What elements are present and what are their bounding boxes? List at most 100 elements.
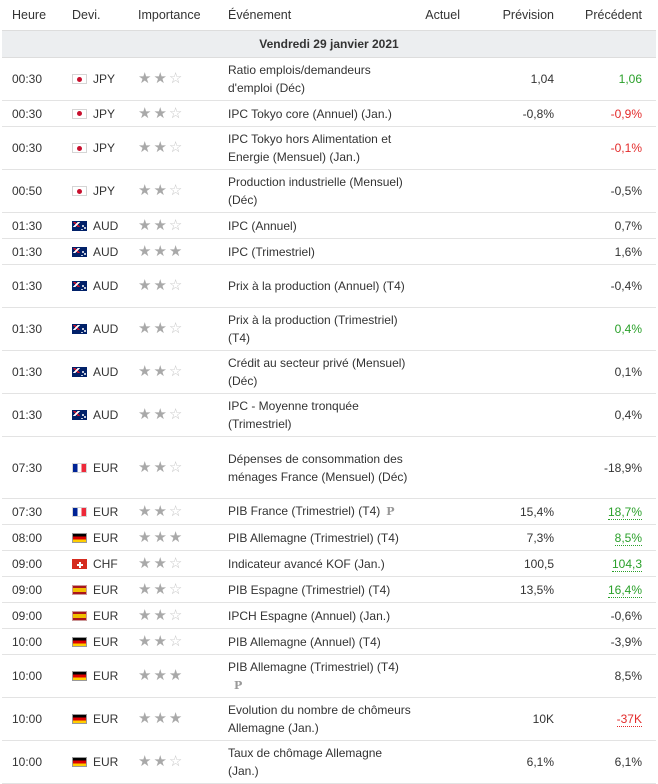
event-row[interactable]: 10:00 EUR ★★☆ PIB Allemagne (Annuel) (T4) -3… <box>2 628 656 655</box>
event-name[interactable]: IPC - Moyenne tronquée (Trimestriel) <box>228 399 359 431</box>
event-name-cell[interactable]: IPCH Espagne (Annuel) (Jan.) <box>224 602 420 629</box>
event-row[interactable]: 07:30 EUR ★★☆ PIB France (Trimestriel) (T4)… <box>2 498 656 525</box>
event-name-cell[interactable]: Crédit au secteur privé (Mensuel) (Déc) <box>224 350 420 394</box>
event-name[interactable]: IPC Tokyo core (Annuel) (Jan.) <box>228 106 392 121</box>
event-row[interactable]: 01:30 AUD ★★★ IPC (Trimestriel) 1,6% <box>2 238 656 265</box>
event-name-cell[interactable]: Evolution du nombre de chômeurs Allemagn… <box>224 697 420 741</box>
event-name[interactable]: Prix à la production (Trimestriel) (T4) <box>228 313 398 345</box>
col-devise[interactable]: Devi. <box>68 0 134 31</box>
event-name[interactable]: PIB Espagne (Trimestriel) (T4) <box>228 582 391 597</box>
event-name-cell[interactable]: PIB Espagne (Trimestriel) (T4) <box>224 576 420 603</box>
event-row[interactable]: 00:30 JPY ★★☆ IPC Tokyo core (Annuel) (Jan.… <box>2 100 656 127</box>
event-previous[interactable]: -37K <box>616 712 642 727</box>
event-name-cell[interactable]: PIB Allemagne (Trimestriel) (T4) <box>224 524 420 551</box>
star-filled-icon: ★ <box>138 632 154 650</box>
event-importance: ★★☆ <box>134 436 224 499</box>
event-previous[interactable]: 8,5% <box>614 530 642 546</box>
event-name[interactable]: IPC (Trimestriel) <box>228 244 315 259</box>
event-name[interactable]: Ratio emplois/demandeurs d'emploi (Déc) <box>228 63 371 95</box>
event-name[interactable]: Dépenses de consommation des ménages Fra… <box>228 451 408 484</box>
event-row[interactable]: 01:30 AUD ★★☆ Prix à la production (Trimest… <box>2 307 656 351</box>
event-row[interactable]: 01:30 AUD ★★☆ IPC - Moyenne tronquée (Trime… <box>2 393 656 437</box>
flag-de-icon <box>72 757 87 767</box>
event-row[interactable]: 01:30 AUD ★★☆ IPC (Annuel) 0,7% <box>2 212 656 239</box>
star-filled-icon: ★ <box>153 277 169 294</box>
event-name[interactable]: Evolution du nombre de chômeurs Allemagn… <box>228 703 411 735</box>
event-name[interactable]: Prix à la production (Annuel) (T4) <box>228 279 405 293</box>
event-name[interactable]: Indicateur avancé KOF (Jan.) <box>228 556 385 571</box>
date-row: Vendredi 29 janvier 2021 <box>2 30 656 58</box>
col-heure[interactable]: Heure <box>2 0 68 31</box>
col-evenement[interactable]: Événement <box>224 0 420 31</box>
event-name-cell[interactable]: Indicateur avancé KOF (Jan.) <box>224 550 420 577</box>
event-forecast: 6,1% <box>468 740 558 784</box>
event-name-cell[interactable]: IPC Tokyo core (Annuel) (Jan.) <box>224 100 420 127</box>
event-name-cell[interactable]: Dépenses de consommation des ménages Fra… <box>224 436 420 499</box>
event-row[interactable]: 09:00 EUR ★★☆ PIB Espagne (Trimestriel) (T4… <box>2 576 656 603</box>
event-name[interactable]: PIB Allemagne (Annuel) (T4) <box>228 634 381 649</box>
event-name-cell[interactable]: IPC - Moyenne tronquée (Trimestriel) <box>224 393 420 437</box>
event-time: 01:30 <box>2 212 68 239</box>
col-prevision[interactable]: Prévision <box>468 0 558 31</box>
event-currency: AUD <box>68 307 134 351</box>
event-name[interactable]: IPC Tokyo hors Alimentation et Energie (… <box>228 132 392 164</box>
event-row[interactable]: 01:30 AUD ★★☆ Prix à la production (Annuel)… <box>2 264 656 308</box>
currency-code: EUR <box>93 582 119 597</box>
event-row[interactable]: 10:00 EUR ★★☆ Taux de chômage Allemagne (Ja… <box>2 740 656 784</box>
star-empty-icon: ☆ <box>168 216 185 234</box>
col-precedent[interactable]: Précédent <box>558 0 646 31</box>
event-previous-cell: 0,7% <box>558 212 646 239</box>
event-row[interactable]: 00:50 JPY ★★☆ Production industrielle (Mens… <box>2 169 656 213</box>
event-row[interactable]: 01:30 AUD ★★☆ Crédit au secteur privé (Mens… <box>2 350 656 394</box>
event-actual <box>420 654 468 698</box>
event-importance: ★★☆ <box>134 169 224 213</box>
event-actual <box>420 697 468 741</box>
event-row[interactable]: 00:30 JPY ★★☆ Ratio emplois/demandeurs d'em… <box>2 57 656 101</box>
event-name-cell[interactable]: Taux de chômage Allemagne (Jan.) <box>224 740 420 784</box>
event-row[interactable]: 07:30 EUR ★★☆ Dépenses de consommation des … <box>2 436 656 499</box>
event-row[interactable]: 09:00 CHF ★★☆ Indicateur avancé KOF (Jan.) 1… <box>2 550 656 577</box>
event-name-cell[interactable]: IPC Tokyo hors Alimentation et Energie (… <box>224 126 420 170</box>
event-name[interactable]: Crédit au secteur privé (Mensuel) (Déc) <box>228 356 406 388</box>
star-filled-icon: ★ <box>153 320 169 337</box>
event-time: 08:00 <box>2 524 68 551</box>
event-actual <box>420 550 468 577</box>
event-name[interactable]: PIB Allemagne (Trimestriel) (T4) <box>228 659 399 674</box>
event-name-cell[interactable]: Ratio emplois/demandeurs d'emploi (Déc) <box>224 57 420 101</box>
event-row[interactable]: 08:00 EUR ★★★ PIB Allemagne (Trimestriel) (… <box>2 524 656 551</box>
event-previous[interactable]: 16,4% <box>607 582 642 598</box>
event-name-cell[interactable]: Prix à la production (Trimestriel) (T4) <box>224 307 420 351</box>
event-row[interactable]: 10:00 EUR ★★★ PIB Allemagne (Trimestriel) (… <box>2 654 656 698</box>
event-name[interactable]: Taux de chômage Allemagne (Jan.) <box>228 746 383 778</box>
star-filled-icon: ★ <box>153 216 169 234</box>
event-name-cell[interactable]: IPC (Trimestriel) <box>224 238 420 265</box>
event-name[interactable]: PIB Allemagne (Trimestriel) (T4) <box>228 530 399 545</box>
star-filled-icon: ★ <box>138 667 154 684</box>
event-name-cell[interactable]: IPC (Annuel) <box>224 212 420 239</box>
event-name-cell[interactable]: PIB Allemagne (Annuel) (T4) <box>224 628 420 655</box>
event-name-cell[interactable]: Production industrielle (Mensuel) (Déc) <box>224 169 420 213</box>
event-name-cell[interactable]: Prix à la production (Annuel) (T4) <box>224 264 420 308</box>
event-name-cell[interactable]: PIB France (Trimestriel) (T4) P <box>224 498 420 525</box>
event-previous[interactable]: 18,7% <box>607 504 642 520</box>
event-name[interactable]: PIB France (Trimestriel) (T4) <box>228 504 381 518</box>
event-importance: ★★☆ <box>134 126 224 170</box>
event-previous-cell: -37K <box>558 697 646 741</box>
preliminary-icon[interactable]: P <box>386 505 395 518</box>
col-importance[interactable]: Importance <box>134 0 224 31</box>
event-name[interactable]: Production industrielle (Mensuel) (Déc) <box>228 175 403 207</box>
preliminary-icon[interactable]: P <box>234 678 243 692</box>
event-forecast <box>468 602 558 629</box>
event-name[interactable]: IPCH Espagne (Annuel) (Jan.) <box>228 608 391 623</box>
event-name-cell[interactable]: PIB Allemagne (Trimestriel) (T4) P <box>224 654 420 698</box>
event-time: 00:30 <box>2 126 68 170</box>
star-filled-icon: ★ <box>138 710 154 727</box>
event-row[interactable]: 10:00 EUR ★★★ Evolution du nombre de chômeu… <box>2 697 656 741</box>
event-name[interactable]: IPC (Annuel) <box>228 218 297 233</box>
event-row[interactable]: 09:00 EUR ★★☆ IPCH Espagne (Annuel) (Jan.) -… <box>2 602 656 629</box>
event-time: 01:30 <box>2 307 68 351</box>
event-row[interactable]: 00:30 JPY ★★☆ IPC Tokyo hors Alimentation e… <box>2 126 656 170</box>
col-actuel[interactable]: Actuel <box>420 0 468 31</box>
event-previous[interactable]: 104,3 <box>611 556 642 572</box>
event-forecast <box>468 212 558 239</box>
